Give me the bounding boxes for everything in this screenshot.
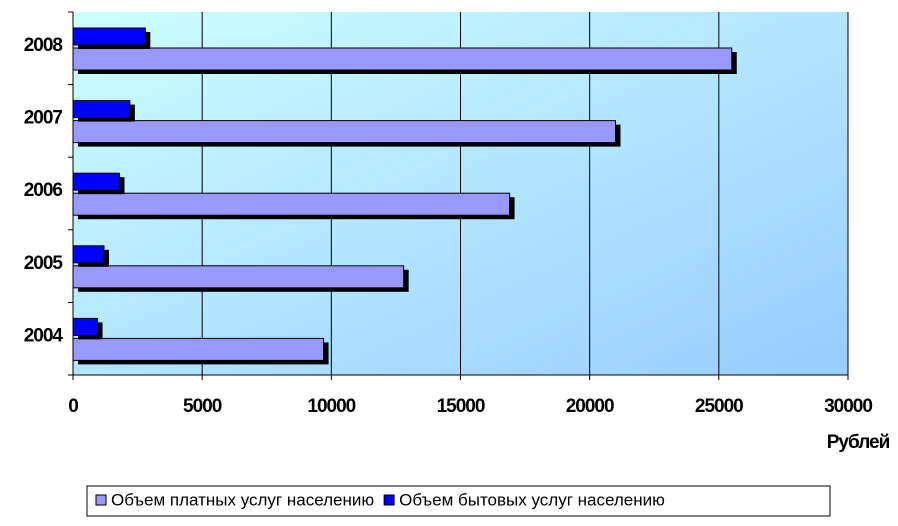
x-tick-label: 0: [68, 396, 78, 417]
legend: [86, 485, 831, 517]
x-tick-label: 30000: [824, 396, 872, 417]
x-tick-label: 10000: [307, 396, 355, 417]
bar: [72, 172, 120, 191]
y-tick-label: 2004: [24, 325, 64, 346]
y-tick-label: 2008: [24, 35, 63, 56]
legend-swatch: [383, 494, 395, 506]
x-tick-label: 5000: [183, 396, 222, 417]
x-axis-label: Рублей: [827, 432, 890, 453]
x-tick-label: 15000: [437, 396, 485, 417]
bar: [72, 120, 616, 144]
bar: [72, 337, 325, 361]
bar: [72, 192, 511, 216]
bar: [72, 265, 405, 289]
y-tick-label: 2005: [24, 253, 64, 274]
legend-swatch: [95, 494, 107, 506]
bar: [72, 245, 105, 264]
bar: [72, 27, 146, 46]
x-tick-label: 20000: [566, 396, 614, 417]
y-tick-label: 2006: [24, 180, 63, 201]
bar: [72, 100, 131, 119]
bar: [72, 317, 99, 336]
legend-label: Объем платных услуг населению: [111, 490, 374, 509]
y-tick-label: 2007: [24, 108, 63, 129]
bar: [72, 47, 733, 71]
legend-label: Объем бытовых услуг населению: [399, 490, 665, 509]
x-tick-label: 25000: [695, 396, 743, 417]
